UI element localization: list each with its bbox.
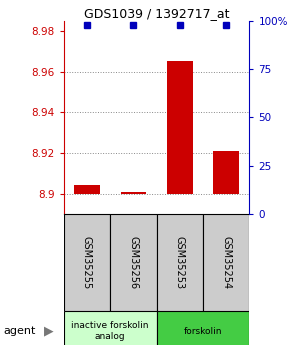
Text: GSM35253: GSM35253 [175, 236, 185, 289]
Text: GSM35256: GSM35256 [128, 236, 138, 289]
Text: GSM35255: GSM35255 [82, 236, 92, 289]
Bar [213, 151, 239, 194]
Text: ▶: ▶ [44, 325, 53, 338]
Bar [121, 191, 146, 194]
Bar [74, 185, 100, 194]
Bar [110, 214, 157, 310]
Text: inactive forskolin
analog: inactive forskolin analog [71, 322, 149, 341]
Bar [157, 310, 249, 345]
Text: GSM35254: GSM35254 [221, 236, 231, 289]
Bar [64, 310, 157, 345]
Text: forskolin: forskolin [184, 327, 222, 336]
Bar [167, 61, 193, 194]
Bar [64, 214, 110, 310]
Bar [203, 214, 249, 310]
Bar [157, 214, 203, 310]
Text: agent: agent [3, 326, 35, 336]
Title: GDS1039 / 1392717_at: GDS1039 / 1392717_at [84, 7, 229, 20]
